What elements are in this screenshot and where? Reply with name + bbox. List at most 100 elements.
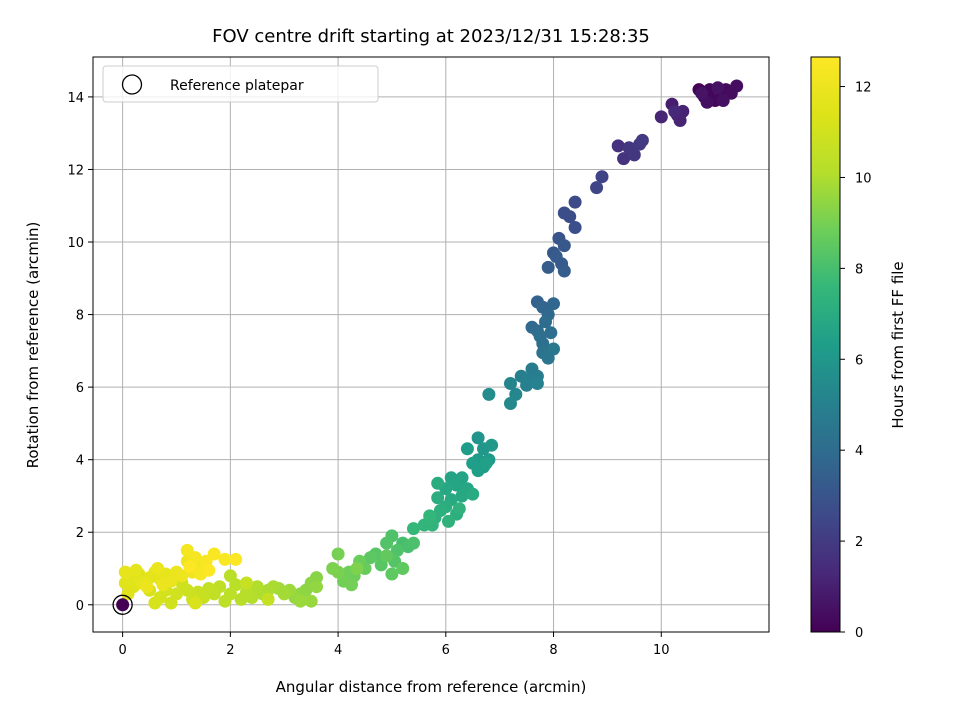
- data-point: [536, 337, 550, 351]
- data-point: [407, 536, 420, 550]
- data-point: [151, 562, 165, 575]
- x-axis-label: Angular distance from reference (arcmin): [276, 678, 587, 696]
- data-point: [695, 86, 709, 100]
- data-point: [654, 110, 668, 124]
- data-point: [466, 487, 480, 501]
- data-point: [471, 431, 485, 445]
- data-point: [229, 552, 243, 566]
- legend: Reference platepar: [102, 65, 379, 103]
- data-point: [202, 563, 216, 577]
- data-point: [450, 478, 464, 492]
- data-point: [331, 547, 345, 561]
- colorbar-tick-label: 12: [855, 81, 872, 96]
- data-point: [568, 221, 582, 234]
- data-point: [485, 438, 499, 452]
- colorbar-tick-label: 8: [855, 262, 863, 277]
- data-point: [547, 297, 560, 311]
- x-axis-ticks: 0 2 4 6 8 10: [118, 632, 670, 658]
- data-point: [539, 315, 552, 329]
- data-point: [595, 170, 609, 184]
- data-point: [557, 264, 571, 278]
- colorbar-label: Hours from first FF file: [889, 261, 907, 428]
- data-point: [482, 387, 496, 401]
- data-point: [129, 563, 143, 577]
- data-point: [304, 594, 318, 608]
- data-point: [455, 489, 469, 503]
- colorbar-tick-label: 2: [855, 535, 863, 550]
- data-point: [452, 502, 466, 516]
- data-point: [121, 587, 135, 601]
- colorbar: 0 2 4 6 8 10 12 Hours from first FF file: [810, 56, 907, 641]
- colorbar-tick-label: 10: [855, 171, 872, 186]
- data-point: [148, 596, 162, 610]
- data-point: [156, 578, 170, 592]
- plot-frame: [92, 56, 770, 633]
- data-point: [385, 567, 399, 581]
- colorbar-ticks: 0 2 4 6 8 10 12: [840, 81, 872, 641]
- y-tick-label: 4: [76, 454, 84, 469]
- data-point: [261, 592, 275, 606]
- x-tick-label: 0: [118, 643, 126, 658]
- y-axis-ticks: 0 2 4 6 8 10 12 14: [67, 91, 93, 614]
- y-tick-label: 8: [76, 309, 84, 324]
- legend-box: [102, 65, 379, 103]
- data-point: [218, 594, 232, 608]
- data-point: [431, 476, 445, 490]
- data-point: [549, 250, 563, 263]
- data-point: [479, 456, 493, 470]
- x-tick-label: 2: [226, 643, 234, 658]
- y-tick-label: 0: [76, 599, 84, 614]
- data-point: [568, 195, 582, 209]
- data-point: [730, 79, 744, 93]
- data-point: [396, 562, 410, 575]
- data-point: [118, 565, 132, 579]
- y-tick-label: 10: [67, 236, 84, 251]
- data-point: [557, 206, 571, 220]
- y-axis-label: Rotation from reference (arcmin): [24, 222, 42, 469]
- data-point: [530, 377, 544, 390]
- legend-marker-icon: [121, 74, 143, 95]
- colorbar-gradient: [810, 56, 841, 633]
- x-tick-label: 8: [549, 643, 557, 658]
- data-point: [716, 94, 730, 107]
- data-point: [668, 104, 682, 118]
- legend-label: Reference platepar: [170, 78, 304, 94]
- data-point: [223, 569, 237, 583]
- data-point: [310, 580, 323, 594]
- data-point: [460, 442, 474, 456]
- data-point: [442, 514, 455, 528]
- reference-point: [112, 594, 133, 615]
- data-point: [140, 580, 154, 594]
- data-point: [188, 596, 202, 610]
- data-point: [520, 378, 534, 392]
- data-points: [118, 79, 744, 610]
- x-tick-label: 10: [653, 643, 670, 658]
- x-tick-label: 6: [442, 643, 450, 658]
- x-tick-label: 4: [334, 643, 342, 658]
- data-point: [590, 181, 604, 195]
- data-point: [293, 594, 307, 608]
- data-point: [183, 560, 197, 574]
- data-point: [504, 377, 517, 390]
- data-point: [547, 342, 560, 356]
- data-point: [541, 260, 555, 274]
- data-point: [407, 522, 420, 536]
- reference-point-fill: [116, 598, 130, 612]
- data-point: [218, 552, 232, 566]
- data-point: [164, 596, 178, 610]
- colorbar-tick-label: 0: [855, 626, 863, 641]
- data-point: [423, 509, 437, 523]
- data-point: [627, 148, 641, 162]
- data-point: [207, 547, 221, 561]
- y-tick-label: 12: [67, 163, 84, 178]
- y-tick-label: 2: [76, 526, 84, 541]
- colorbar-tick-label: 4: [855, 444, 863, 459]
- data-point: [711, 81, 725, 95]
- data-point: [277, 587, 291, 601]
- data-point: [175, 569, 189, 583]
- data-point: [431, 491, 445, 505]
- data-point: [557, 239, 571, 253]
- chart-title: FOV centre drift starting at 2023/12/31 …: [212, 26, 650, 47]
- data-point: [617, 152, 631, 166]
